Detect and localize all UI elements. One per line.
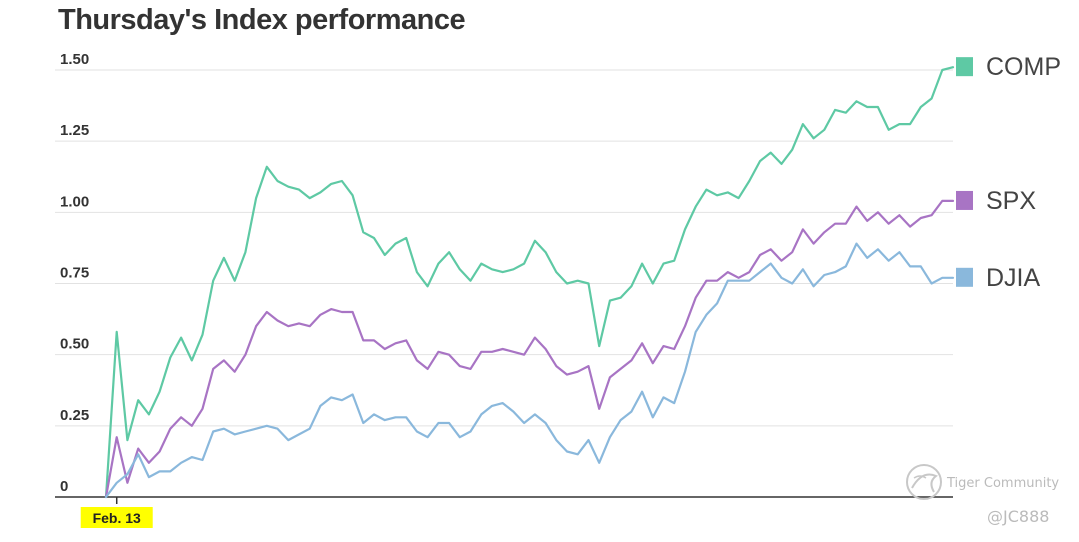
x-axis: Feb. 13 bbox=[55, 496, 953, 528]
y-tick-label: 0 bbox=[60, 478, 68, 495]
series-line-spx bbox=[104, 199, 955, 499]
y-axis-ticks: 0 0.25 0.50 0.75 1.00 1.25 1.50 bbox=[60, 51, 89, 495]
legend-item-comp: COMP bbox=[956, 53, 1061, 81]
y-tick-label: 1.25 bbox=[60, 122, 89, 139]
watermark-text: Tiger Community bbox=[946, 476, 1059, 491]
y-tick-label: 1.50 bbox=[60, 51, 89, 68]
gridlines bbox=[55, 69, 953, 427]
watermark-handle: @JC888 bbox=[987, 507, 1049, 526]
watermark: Tiger Community @JC888 bbox=[906, 464, 1059, 526]
x-tick-highlight bbox=[80, 507, 153, 528]
legend-item-djia: DJIA bbox=[956, 264, 1041, 292]
series-line-comp bbox=[104, 66, 955, 499]
y-tick-label: 0.50 bbox=[60, 336, 89, 353]
series-lines bbox=[104, 66, 955, 499]
y-tick-label: 1.00 bbox=[60, 193, 89, 210]
legend: COMP SPX DJIA bbox=[956, 53, 1061, 292]
legend-swatch bbox=[956, 267, 973, 287]
legend-label: SPX bbox=[986, 187, 1036, 215]
legend-label: DJIA bbox=[986, 264, 1041, 292]
legend-label: COMP bbox=[986, 53, 1061, 81]
x-tick: Feb. 13 bbox=[80, 507, 153, 528]
x-tick-label: Feb. 13 bbox=[93, 510, 141, 526]
legend-swatch bbox=[956, 57, 973, 77]
y-tick-label: 0.75 bbox=[60, 265, 89, 282]
legend-swatch bbox=[956, 190, 973, 210]
series-line-djia bbox=[104, 242, 955, 499]
y-tick-label: 0.25 bbox=[60, 407, 89, 424]
tiger-logo-icon bbox=[906, 464, 942, 500]
legend-item-spx: SPX bbox=[956, 187, 1036, 215]
chart-title: Thursday's Index performance bbox=[58, 4, 466, 36]
